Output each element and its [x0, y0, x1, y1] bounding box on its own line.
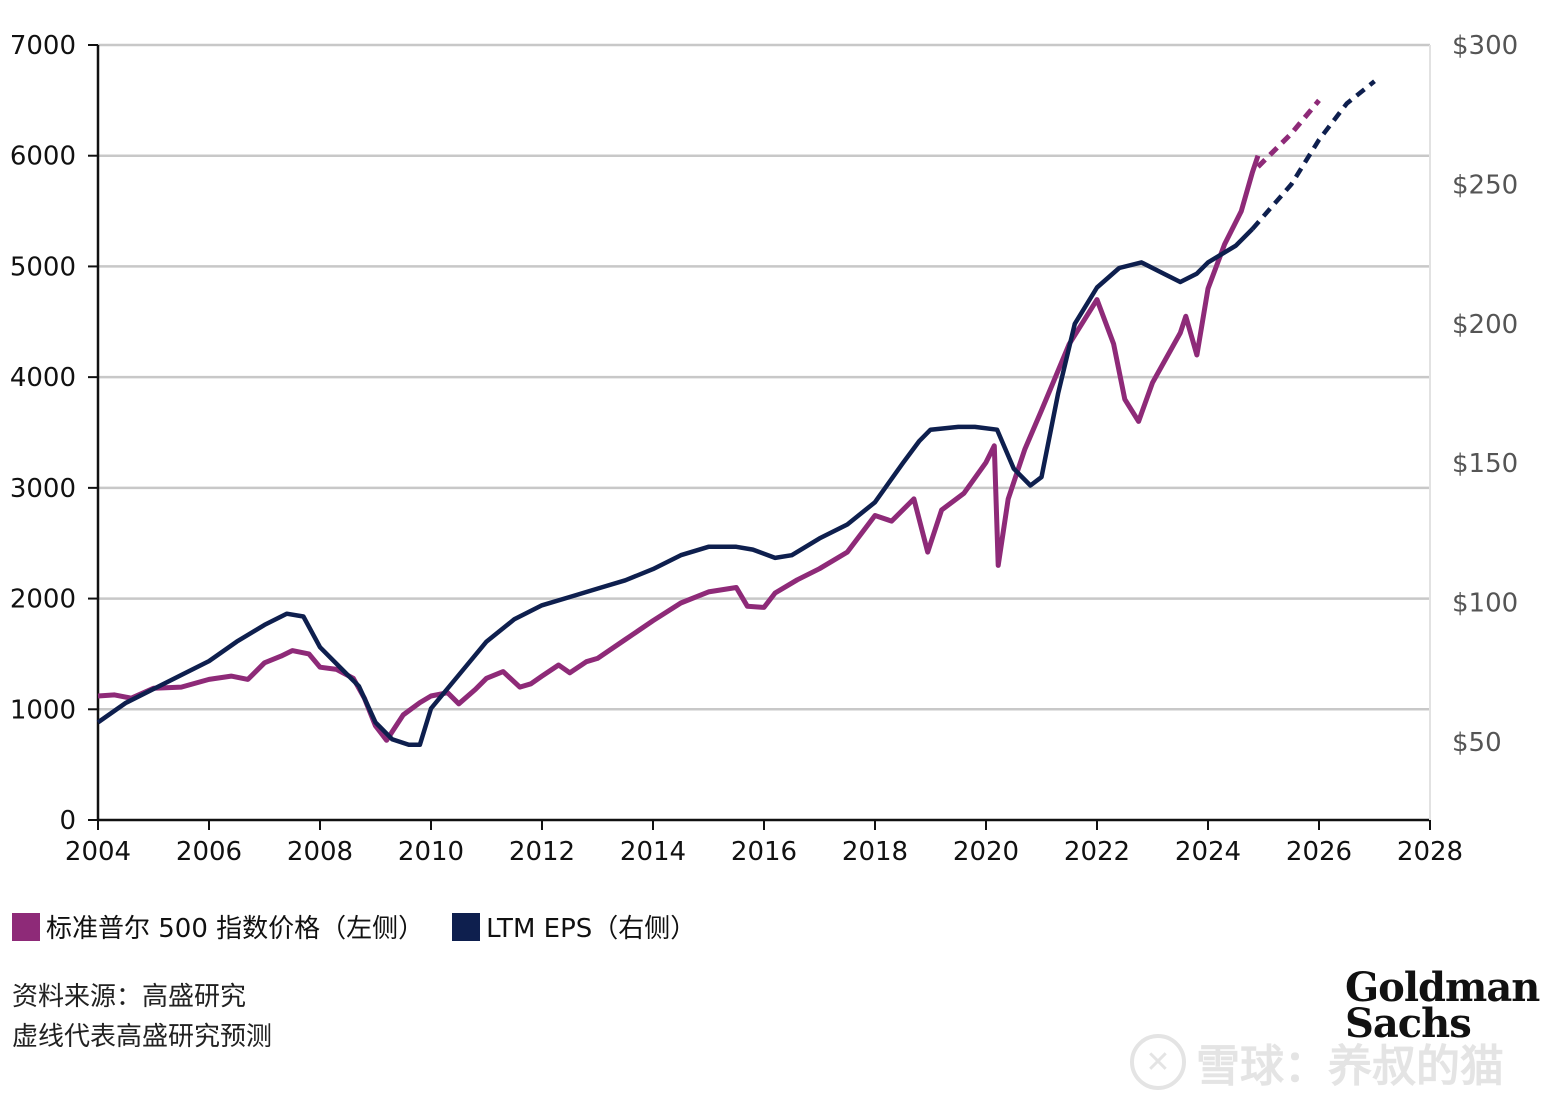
legend-label-sp500: 标准普尔 500 指数价格（左侧） [46, 914, 425, 944]
y-left-tick-label: 4000 [10, 363, 76, 393]
y-right-tick-label: $200 [1452, 310, 1518, 340]
x-tick-label: 2028 [1397, 837, 1463, 867]
y-left-tick-label: 2000 [10, 585, 76, 615]
sp500-line-forecast [1256, 98, 1321, 169]
y-left-tick-label: 1000 [10, 695, 76, 725]
legend-swatch-eps [452, 912, 481, 941]
x-tick-label: 2010 [398, 837, 464, 867]
legend-item-sp500: 标准普尔 500 指数价格（左侧） [12, 908, 424, 945]
grid-lines [98, 43, 1430, 711]
eps-line-forecast [1250, 79, 1376, 231]
legend: 标准普尔 500 指数价格（左侧） LTM EPS（右侧） [12, 908, 696, 945]
x-tick-label: 2014 [620, 837, 686, 867]
logo-line1: Goldman [1345, 964, 1540, 1011]
watermark: ✕ 雪球：养叔的猫 [1130, 1030, 1504, 1094]
x-tick-label: 2024 [1175, 837, 1241, 867]
y-left-tick-label: 7000 [10, 31, 76, 61]
axes [88, 44, 1431, 830]
y-right-tick-label: $300 [1452, 31, 1518, 61]
watermark-text: 雪球：养叔的猫 [1196, 1041, 1504, 1092]
legend-label-eps: LTM EPS（右侧） [486, 914, 697, 944]
y-left-tick-label: 0 [59, 806, 76, 836]
y-left-tick-label: 5000 [10, 252, 76, 282]
source-note: 资料来源：高盛研究 [12, 982, 247, 1012]
chart-area: 0 1000 2000 3000 4000 5000 6000 7000 $50 $100 $150… [10, 31, 1518, 867]
x-tick-label: 2012 [509, 837, 575, 867]
snowball-icon: ✕ [1130, 1034, 1186, 1090]
x-tick-label: 2004 [65, 837, 131, 867]
x-tick-label: 2026 [1286, 837, 1352, 867]
x-tick-label: 2020 [953, 837, 1019, 867]
x-tick-label: 2008 [287, 837, 353, 867]
y-right-tick-label: $250 [1452, 170, 1518, 200]
legend-swatch-sp500 [12, 912, 40, 941]
tick-labels: 0 1000 2000 3000 4000 5000 6000 7000 $50 $100 $150… [10, 31, 1518, 867]
logo-line2: Sachs [1345, 1000, 1472, 1047]
y-right-tick-label: $50 [1452, 728, 1502, 758]
x-tick-label: 2022 [1064, 837, 1130, 867]
x-tick-label: 2018 [842, 837, 908, 867]
y-right-tick-label: $150 [1452, 449, 1518, 479]
y-right-tick-label: $100 [1452, 589, 1518, 619]
forecast-note: 虚线代表高盛研究预测 [12, 1022, 273, 1052]
eps-line [96, 227, 1254, 747]
y-left-tick-label: 3000 [10, 474, 76, 504]
series-group [96, 79, 1376, 747]
legend-item-eps: LTM EPS（右侧） [452, 908, 696, 945]
y-left-tick-label: 6000 [10, 142, 76, 172]
x-tick-label: 2016 [731, 837, 797, 867]
goldman-sachs-logo: Goldman Sachs [1345, 964, 1540, 1047]
sp500-line [97, 154, 1261, 743]
x-tick-label: 2006 [176, 837, 242, 867]
